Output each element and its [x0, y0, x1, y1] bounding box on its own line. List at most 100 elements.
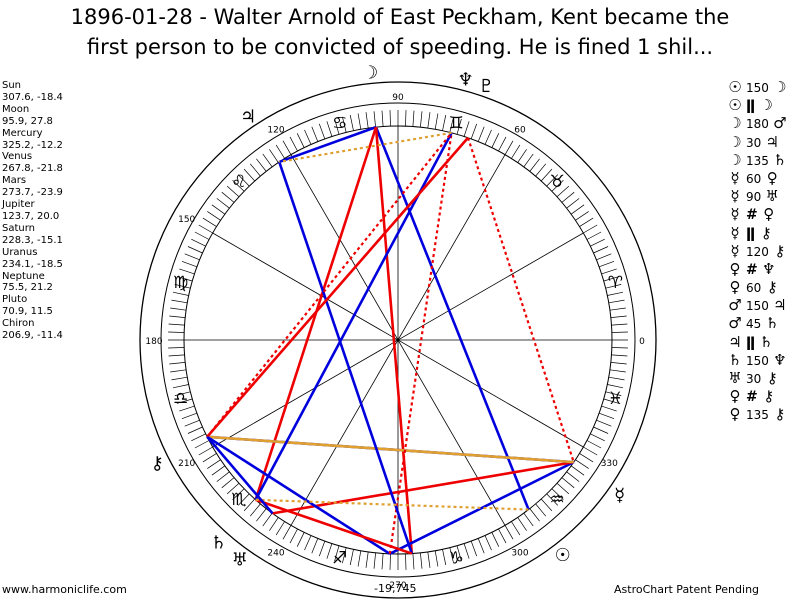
aspect-planet-2: ⚷	[774, 405, 786, 424]
aspect-planet-1: ♀	[729, 259, 741, 278]
aspect-row: ♃ ǁ ♄	[728, 333, 787, 351]
title-line-2: first person to be convicted of speeding…	[86, 35, 714, 59]
aspect-type: 90	[746, 190, 762, 205]
tick-marks	[168, 110, 628, 570]
degree-label: 240	[267, 548, 284, 558]
aspect-type: #	[746, 207, 758, 224]
planet-name: Jupiter	[2, 199, 35, 211]
planet-name: Uranus	[2, 246, 38, 258]
zodiac-sign-icon: ♉	[549, 172, 564, 192]
aspect-planet-2: ♃	[773, 296, 787, 315]
aspect-type: 30	[746, 135, 762, 150]
degree-label: 330	[601, 459, 618, 469]
aspect-type: 150	[746, 299, 769, 314]
aspect-planet-2: ⚷	[763, 387, 775, 406]
aspect-row: ♄ 150 ♆	[728, 351, 787, 369]
degree-label: 0	[639, 337, 645, 347]
website-footer: www.harmoniclife.com	[2, 583, 127, 596]
degree-labels: 0 60 90 120 150 180 210 240 270 300 330	[145, 93, 645, 591]
planet-coords: 273.7, -23.9	[2, 187, 63, 199]
aspect-planet-1: ♀	[729, 405, 741, 424]
outer-circle	[139, 81, 657, 599]
aspect-planet-1: ♄	[728, 350, 742, 369]
aspect-planet-2: ♄	[773, 150, 787, 169]
aspect-row: ☿ # ♀	[728, 205, 787, 223]
planet-coords: 123.7, 20.0	[2, 210, 60, 222]
zodiac-signs: ♈ ♉ ♊ ♋ ♌ ♍ ♎ ♏ ♐ ♑ ♒ ♓	[173, 114, 623, 569]
aspect-planet-1: ♃	[728, 332, 742, 351]
sign-spoke	[212, 232, 584, 448]
aspect-row: ♅ 30 ⚷	[728, 369, 787, 387]
zodiac-sign-icon: ♈	[608, 273, 623, 293]
aspect-row: ☽ 180 ♂	[728, 114, 787, 132]
aspect-planet-2: ♂	[773, 114, 787, 133]
planet-name: Mercury	[2, 127, 43, 139]
aspect-line	[207, 435, 574, 464]
aspect-planet-1: ☿	[730, 187, 740, 206]
zodiac-sign-icon: ♊	[449, 114, 464, 134]
degree-label: 120	[267, 126, 284, 136]
aspect-line	[272, 460, 574, 515]
zodiac-sign-icon: ♍	[173, 273, 188, 293]
aspect-planet-2: ♄	[759, 332, 773, 351]
aspect-planet-1: ☿	[730, 205, 740, 224]
aspect-row: ☿ ǁ ⚷	[728, 224, 787, 242]
zodiac-sign-icon: ♑	[449, 548, 464, 568]
zodiac-sign-icon: ♋	[332, 114, 347, 134]
aspect-type: 30	[746, 372, 762, 386]
planet-glyph-icon: ☉	[555, 545, 571, 566]
aspect-type: ǁ	[746, 98, 756, 115]
aspect-line	[389, 460, 575, 556]
aspect-row: ☿ 120 ⚷	[728, 242, 787, 260]
aspect-line	[206, 136, 470, 438]
zodiac-sign-icon: ♌	[231, 172, 246, 192]
degree-label: 210	[178, 459, 195, 469]
aspect-line	[388, 132, 453, 555]
aspect-type: #	[746, 389, 758, 406]
aspect-planet-2: ⚷	[760, 223, 772, 242]
planet-coords: 95.9, 27.8	[2, 115, 53, 127]
degree-ticks	[168, 110, 628, 570]
degree-label: 300	[511, 548, 528, 558]
aspect-planet-2: ♅	[765, 187, 779, 206]
planet-glyph-icon: ☿	[614, 485, 625, 506]
degree-label: 270	[389, 581, 406, 591]
planet-glyphs: ☉☽☿♀♂♃♄♅♆♇⚷	[151, 62, 626, 570]
aspect-planet-2: ⚷	[774, 241, 786, 260]
planet-coords: 234.1, -18.5	[2, 258, 63, 270]
planet-name: Pluto	[2, 294, 28, 306]
aspect-line	[254, 132, 453, 501]
aspect-planet-2: ⚷	[766, 278, 778, 297]
aspect-type: 135	[746, 408, 769, 423]
aspect-planet-2: ☽	[773, 78, 787, 96]
aspect-row: ☿ 90 ♅	[728, 187, 787, 205]
aspect-type: 135	[746, 153, 769, 168]
aspect-planet-1: ♂	[728, 314, 742, 333]
zodiac-sign-icon: ♓	[608, 389, 623, 409]
aspect-planet-2: ♆	[773, 350, 787, 369]
planet-position-list: Sun 307.6, -18.4 Moon 95.9, 27.8 Mercury 325.…	[2, 80, 63, 342]
aspect-planet-1: ☽	[728, 132, 742, 151]
aspect-list: ☉ 150 ☽ ☉ ǁ ☽ ☽ 180 ♂ ☽ 30 ♃ ☽ 135 ♄ ☿ 60 ♀ ☿ 90 ♅ ☿ # ♀ ☿ ǁ ⚷ ☿ 120…	[728, 78, 787, 424]
planet-name: Venus	[2, 151, 33, 163]
aspect-line	[374, 127, 414, 554]
aspect-line	[206, 435, 274, 515]
planet-name: Chiron	[2, 318, 35, 330]
aspect-type: 180	[746, 117, 769, 132]
planet-glyph-icon: ♆	[458, 70, 474, 91]
planet-coords: 307.6, -18.4	[2, 91, 63, 103]
aspect-row: ☽ 30 ♃	[728, 133, 787, 151]
aspect-planet-2: ♀	[766, 168, 778, 187]
aspect-planet-1: ♀	[729, 387, 741, 406]
zodiac-sign-icon: ♒	[549, 490, 564, 510]
planet-coords: 267.8, -21.8	[2, 163, 63, 175]
aspect-planet-1: ♅	[728, 369, 742, 387]
planet-coords: 206.9, -11.4	[2, 330, 63, 342]
aspect-row: ☉ ǁ ☽	[728, 96, 787, 114]
aspect-row: ♀ # ♆	[728, 260, 787, 278]
aspect-type: 120	[746, 244, 769, 259]
aspect-line	[206, 132, 453, 438]
chart-title: 1896-01-28 - Walter Arnold of East Peckh…	[0, 2, 800, 62]
aspect-row: ♂ 150 ♃	[728, 296, 787, 314]
